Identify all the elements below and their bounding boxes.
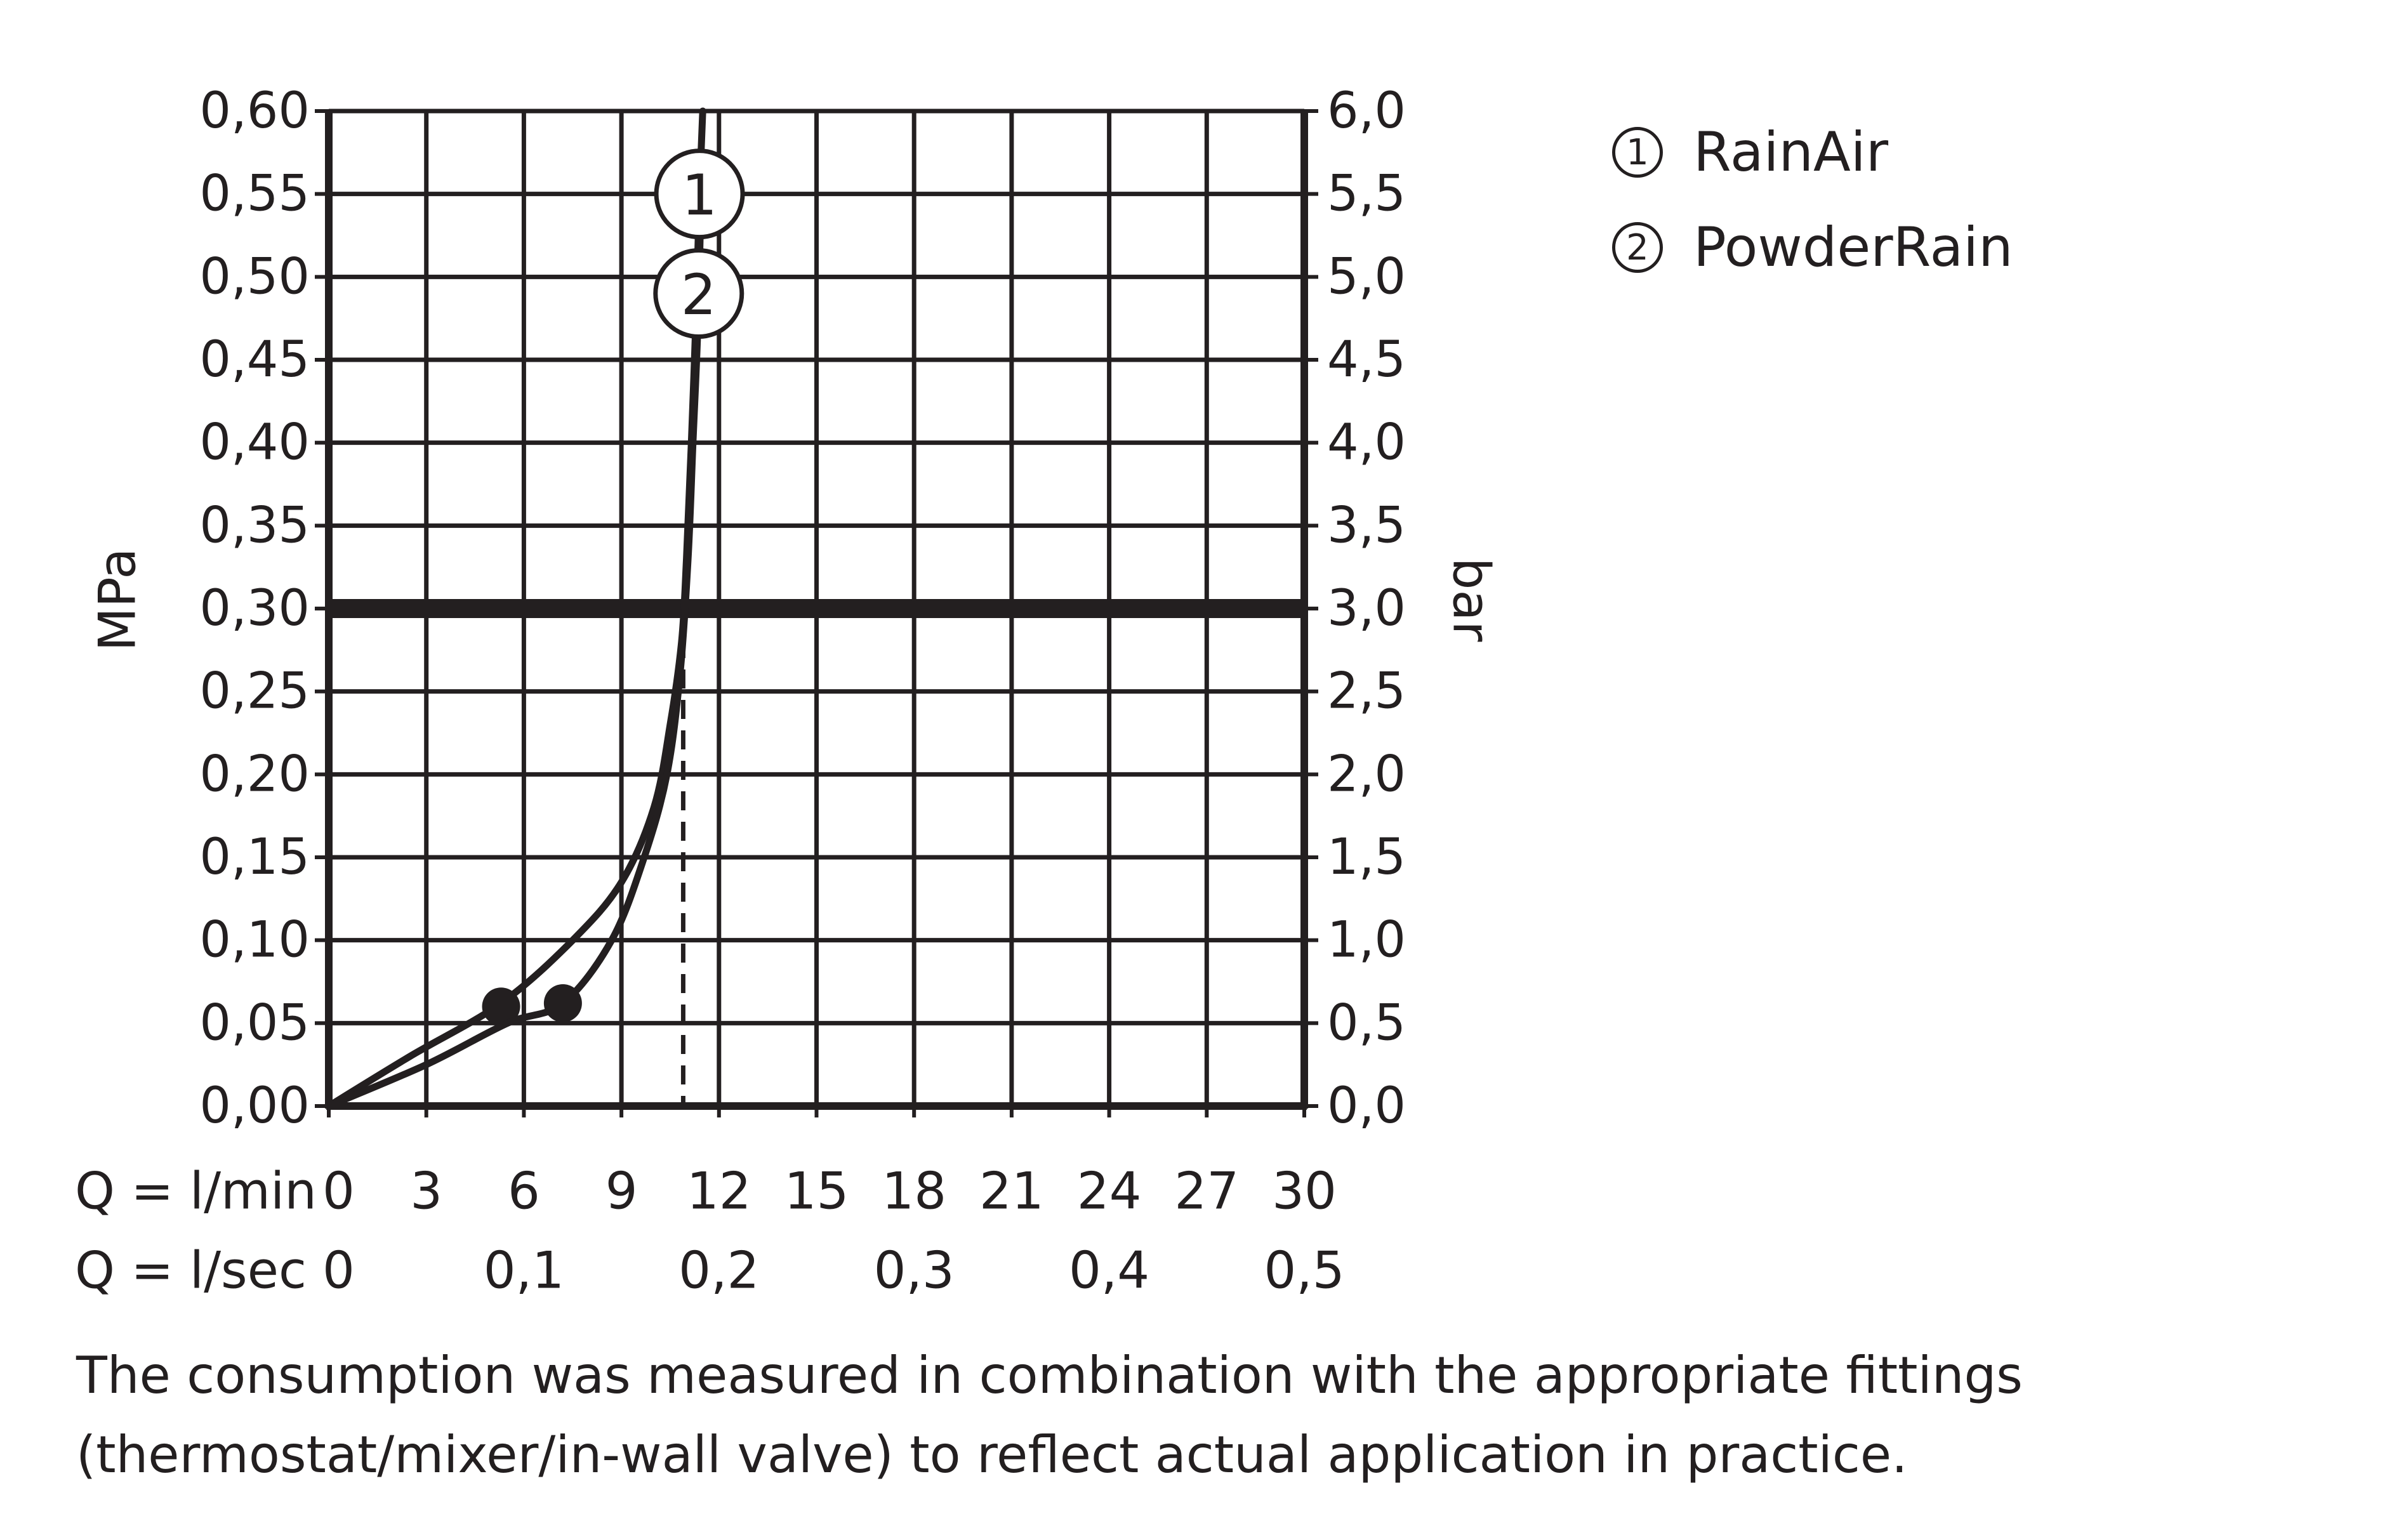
y-tick-label-left: 0,50	[199, 248, 310, 305]
y-tick-label-left: 0,30	[199, 580, 310, 637]
x-tick-label: 30	[1272, 1162, 1337, 1221]
x-tick-label: 9	[605, 1162, 638, 1221]
x2-tick-label: 0,5	[1264, 1241, 1344, 1300]
y-tick-label-right: 6,0	[1327, 82, 1406, 140]
curve-marker-circle-2	[653, 247, 744, 339]
min-pressure-point-2	[543, 984, 582, 1022]
curve-marker-label-1: 1	[682, 162, 717, 228]
y-tick-label-left: 0,35	[199, 497, 310, 554]
y-tick-label-right: 3,5	[1327, 497, 1406, 554]
y-tick-label-left: 0,05	[199, 994, 310, 1051]
x-tick-label: 18	[882, 1162, 946, 1221]
y-tick-label-left: 0,40	[199, 414, 310, 471]
reference-lines	[326, 599, 1307, 1106]
x2-tick-label: 0,1	[484, 1241, 564, 1300]
series-line-2	[325, 190, 705, 1110]
y-tick-label-left: 0,45	[199, 331, 310, 388]
x-tick-label: 12	[687, 1162, 751, 1221]
curve-marker-circle-1	[654, 148, 745, 240]
y-tick-label-right: 2,0	[1327, 746, 1406, 803]
x2-tick-label: 0,4	[1069, 1241, 1149, 1300]
y-tick-label-right: 4,5	[1327, 331, 1406, 388]
curve-markers: 12	[653, 148, 745, 339]
y-tick-label-right: 2,5	[1327, 663, 1406, 720]
y-tick-label-left: 0,15	[199, 829, 310, 886]
x-axis-unit-label: Q = l/min	[75, 1162, 317, 1221]
legend-item: 2 PowderRain	[1612, 200, 2013, 295]
x-tick-label: 21	[979, 1162, 1044, 1221]
x-tick-label: 0	[322, 1162, 355, 1221]
plot-frame	[325, 111, 1308, 1110]
curve-marker-label-2: 2	[681, 262, 717, 327]
x-tick-label: 6	[508, 1162, 540, 1221]
legend: 1 RainAir 2 PowderRain	[1612, 105, 2013, 295]
x-tick-label: 3	[410, 1162, 442, 1221]
axis-titles: Q = l/min Q = l/sec MPa bar	[75, 548, 1501, 1300]
legend-item: 1 RainAir	[1612, 105, 2013, 200]
min-pressure-point-1	[482, 987, 520, 1026]
y-tick-label-left: 0,10	[199, 912, 310, 969]
y-tick-label-left: 0,60	[199, 82, 310, 140]
legend-label: PowderRain	[1693, 216, 2013, 279]
y-tick-label-left: 0,55	[199, 166, 310, 223]
x-tick-label: 24	[1077, 1162, 1142, 1221]
footnote: The consumption was measured in combinat…	[76, 1346, 2023, 1484]
y-tick-label-right: 0,5	[1327, 994, 1406, 1051]
y-tick-label-right: 5,0	[1327, 248, 1406, 305]
y-tick-label-right: 4,0	[1327, 414, 1406, 471]
tick-labels: 0,000,050,100,150,200,250,300,350,400,45…	[199, 82, 1406, 1300]
legend-marker: 2	[1612, 222, 1663, 273]
y-tick-label-left: 0,00	[199, 1077, 310, 1135]
x-tick-label: 27	[1174, 1162, 1239, 1221]
x2-tick-label: 0,2	[678, 1241, 759, 1300]
pressure-flow-chart: 0,000,050,100,150,200,250,300,350,400,45…	[75, 82, 1501, 1300]
x2-tick-label: 0,3	[874, 1241, 955, 1300]
x-tick-label: 15	[784, 1162, 849, 1221]
legend-label: RainAir	[1693, 121, 1889, 184]
y-axis-label-left: MPa	[88, 548, 147, 652]
y-tick-label-right: 3,0	[1327, 580, 1406, 637]
y-tick-label-right: 5,5	[1327, 166, 1406, 223]
y-tick-label-right: 1,0	[1327, 912, 1406, 969]
y-tick-label-left: 0,25	[199, 663, 310, 720]
legend-marker: 1	[1612, 127, 1663, 178]
y-axis-label-right: bar	[1442, 558, 1501, 642]
y-tick-label-right: 1,5	[1327, 829, 1406, 886]
x2-axis-unit-label: Q = l/sec	[75, 1241, 307, 1300]
y-tick-label-right: 0,0	[1327, 1077, 1406, 1135]
y-tick-label-left: 0,20	[199, 746, 310, 803]
x2-tick-label: 0	[322, 1241, 355, 1300]
